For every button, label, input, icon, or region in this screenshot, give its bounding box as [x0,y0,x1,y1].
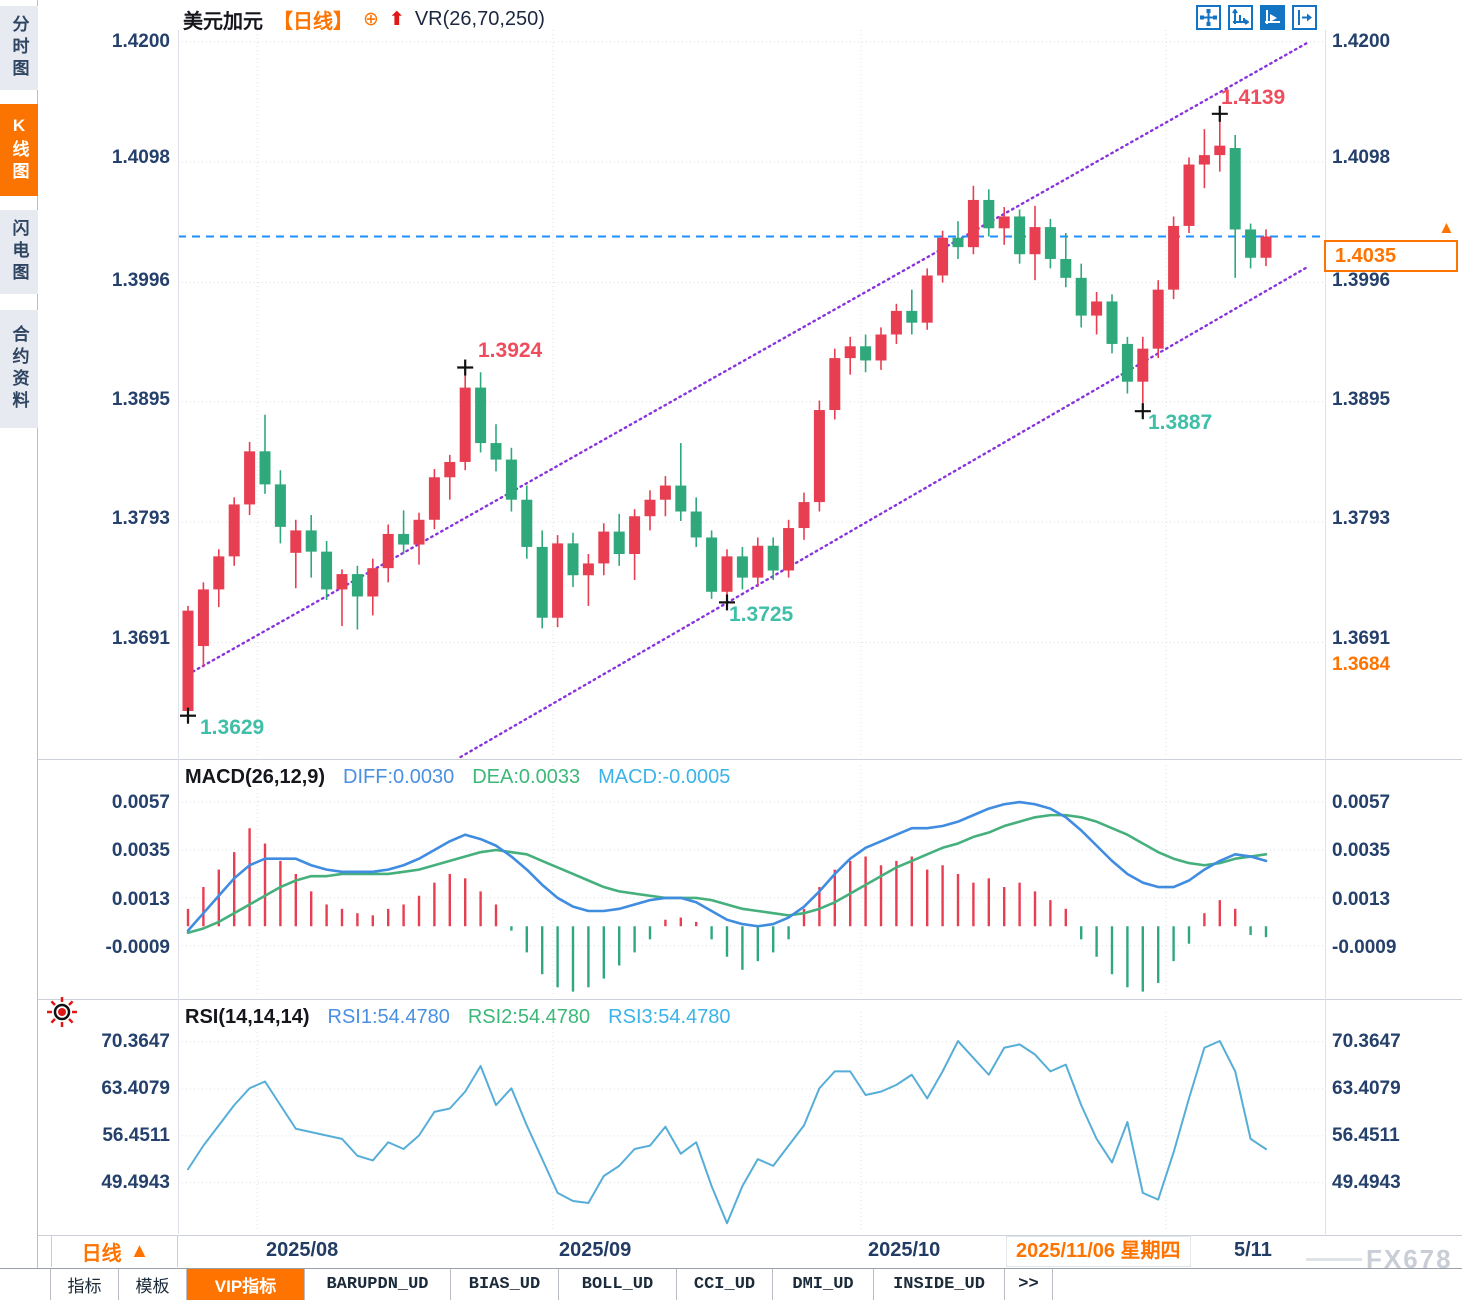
crosshair-icon[interactable] [1196,5,1221,30]
pane-collapse-icon[interactable] [1292,5,1317,30]
price-tick-left: 1.3895 [111,389,170,410]
tab-filler [1053,1269,1462,1300]
tab-indicators[interactable]: 指标 [51,1269,119,1300]
sidebar-item-contract-info[interactable]: 合约资料 [0,310,38,428]
macd-tick-left: 0.0057 [111,792,170,813]
period-selector[interactable]: 日线 ▲ [54,1236,178,1267]
sidebar-item-flash-chart[interactable]: 闪电图 [0,210,38,294]
month-label: 2025/08 [266,1239,339,1261]
pane-separator [38,759,1462,760]
tab-bias-ud[interactable]: BIAS_UD [451,1269,559,1300]
sidebar-item-kline-chart[interactable]: K线图 [0,104,38,196]
high-annotation: 1.4139 [1221,86,1286,109]
rsi2-value: RSI2:54.4780 [467,1006,591,1028]
macd-tick-left: -0.0009 [105,937,170,958]
indicator-tab-bar: 指标 模板 VIP指标 BARUPDN_UD BIAS_UD BOLL_UD C… [0,1268,1462,1300]
tab-dmi-ud[interactable]: DMI_UD [773,1269,874,1300]
rsi-header: RSI(14,14,14) RSI1:54.4780 RSI2:54.4780 … [185,1006,731,1029]
tab-boll-ud[interactable]: BOLL_UD [559,1269,677,1300]
tab-more[interactable]: >> [1005,1269,1053,1300]
tab-spacer [0,1269,51,1300]
rsi-tick-right: 70.3647 [1332,1031,1401,1052]
price-tick-right: 1.3793 [1332,508,1391,529]
macd-header: MACD(26,12,9) DIFF:0.0030 DEA:0.0033 MAC… [185,766,730,789]
rsi-tick-left: 56.4511 [102,1125,170,1146]
axis-border-left [178,30,179,1234]
circle-plus-icon[interactable]: ⊕ [363,9,379,30]
macd-hist-value: MACD:-0.0005 [598,766,731,788]
macd-diff-value: DIFF:0.0030 [343,766,455,788]
time-axis: 日线 ▲ 2025/08 2025/09 2025/10 2025/11/06 星… [38,1236,1462,1274]
crosshair-date-label: 2025/11/06 星期四 [1006,1236,1191,1267]
sidebar: 分时图 K线图 闪电图 合约资料 [0,0,38,1300]
macd-tick-right: 0.0013 [1332,889,1391,910]
rsi-tick-right: 49.4943 [1332,1172,1401,1193]
axis-zoom-icon[interactable] [1228,5,1253,30]
high-annotation: 1.3924 [478,339,543,362]
month-label: 2025/10 [868,1239,941,1261]
macd-tick-left: 0.0013 [111,889,170,910]
price-tick-right: 1.3691 [1332,628,1391,649]
macd-title: MACD(26,12,9) [185,766,326,788]
watermark-line [1306,1258,1362,1261]
sun-icon[interactable] [46,996,78,1028]
rsi-tick-left: 49.4943 [101,1172,170,1193]
chart-header: 美元加元 【日线】 ⊕ ⬆ VR(26,70,250) [183,5,545,34]
rsi-title: RSI(14,14,14) [185,1006,310,1028]
rsi-tick-right: 56.4511 [1332,1125,1400,1146]
low-annotation: 1.3629 [200,716,265,739]
macd-tick-right: -0.0009 [1332,937,1397,958]
price-tick-left: 1.4098 [111,147,170,168]
tab-templates[interactable]: 模板 [119,1269,187,1300]
last-price-box: 1.4035 [1324,240,1458,272]
month-label-partial: 5/11 [1234,1239,1272,1261]
tab-barupdn-ud[interactable]: BARUPDN_UD [305,1269,451,1300]
macd-dea-value: DEA:0.0033 [472,766,581,788]
rsi-tick-left: 70.3647 [101,1031,170,1052]
sidebar-item-time-chart[interactable]: 分时图 [0,6,38,90]
period-label: 日线 [81,1243,122,1265]
price-tick-left: 1.4200 [111,31,170,52]
pane-separator [38,1235,1462,1236]
price-tick-left: 1.3793 [111,508,170,529]
tab-cci-ud[interactable]: CCI_UD [677,1269,773,1300]
rsi1-value: RSI1:54.4780 [327,1006,450,1028]
macd-tick-left: 0.0035 [111,840,170,861]
low-annotation: 1.3725 [729,603,794,626]
vr-indicator-label: VR(26,70,250) [414,8,545,30]
low-annotation: 1.3887 [1148,411,1213,434]
price-tick-right: 1.3996 [1332,270,1391,291]
axis-scale-icon[interactable] [1260,5,1285,30]
symbol-title: 美元加元 [183,11,263,33]
rsi3-value: RSI3:54.4780 [608,1006,731,1028]
rsi-tick-left: 63.4079 [101,1078,170,1099]
chart-toolbar [1196,5,1317,30]
pane-separator [38,999,1462,1000]
macd-tick-right: 0.0035 [1332,840,1391,861]
time-axis-corner [38,1236,52,1267]
rsi-tick-right: 63.4079 [1332,1078,1401,1099]
up-arrow-icon: ⬆ [388,9,405,30]
month-label: 2025/09 [559,1239,632,1261]
period-tag[interactable]: 【日线】 [273,11,353,33]
reference-price-label: 1.3684 [1332,654,1391,675]
price-tick-right: 1.3895 [1332,389,1391,410]
price-tick-left: 1.3691 [111,628,170,649]
tab-vip-indicators[interactable]: VIP指标 [187,1269,305,1300]
price-tick-right: 1.4200 [1332,31,1391,52]
tab-inside-ud[interactable]: INSIDE_UD [874,1269,1005,1300]
price-tick-right: 1.4098 [1332,147,1391,168]
period-dropdown-arrow: ▲ [129,1240,150,1262]
price-tick-left: 1.3996 [111,270,170,291]
macd-tick-right: 0.0057 [1332,792,1391,813]
last-price-arrow-icon: ▲ [1438,218,1455,237]
axis-border-right [1325,30,1326,1234]
